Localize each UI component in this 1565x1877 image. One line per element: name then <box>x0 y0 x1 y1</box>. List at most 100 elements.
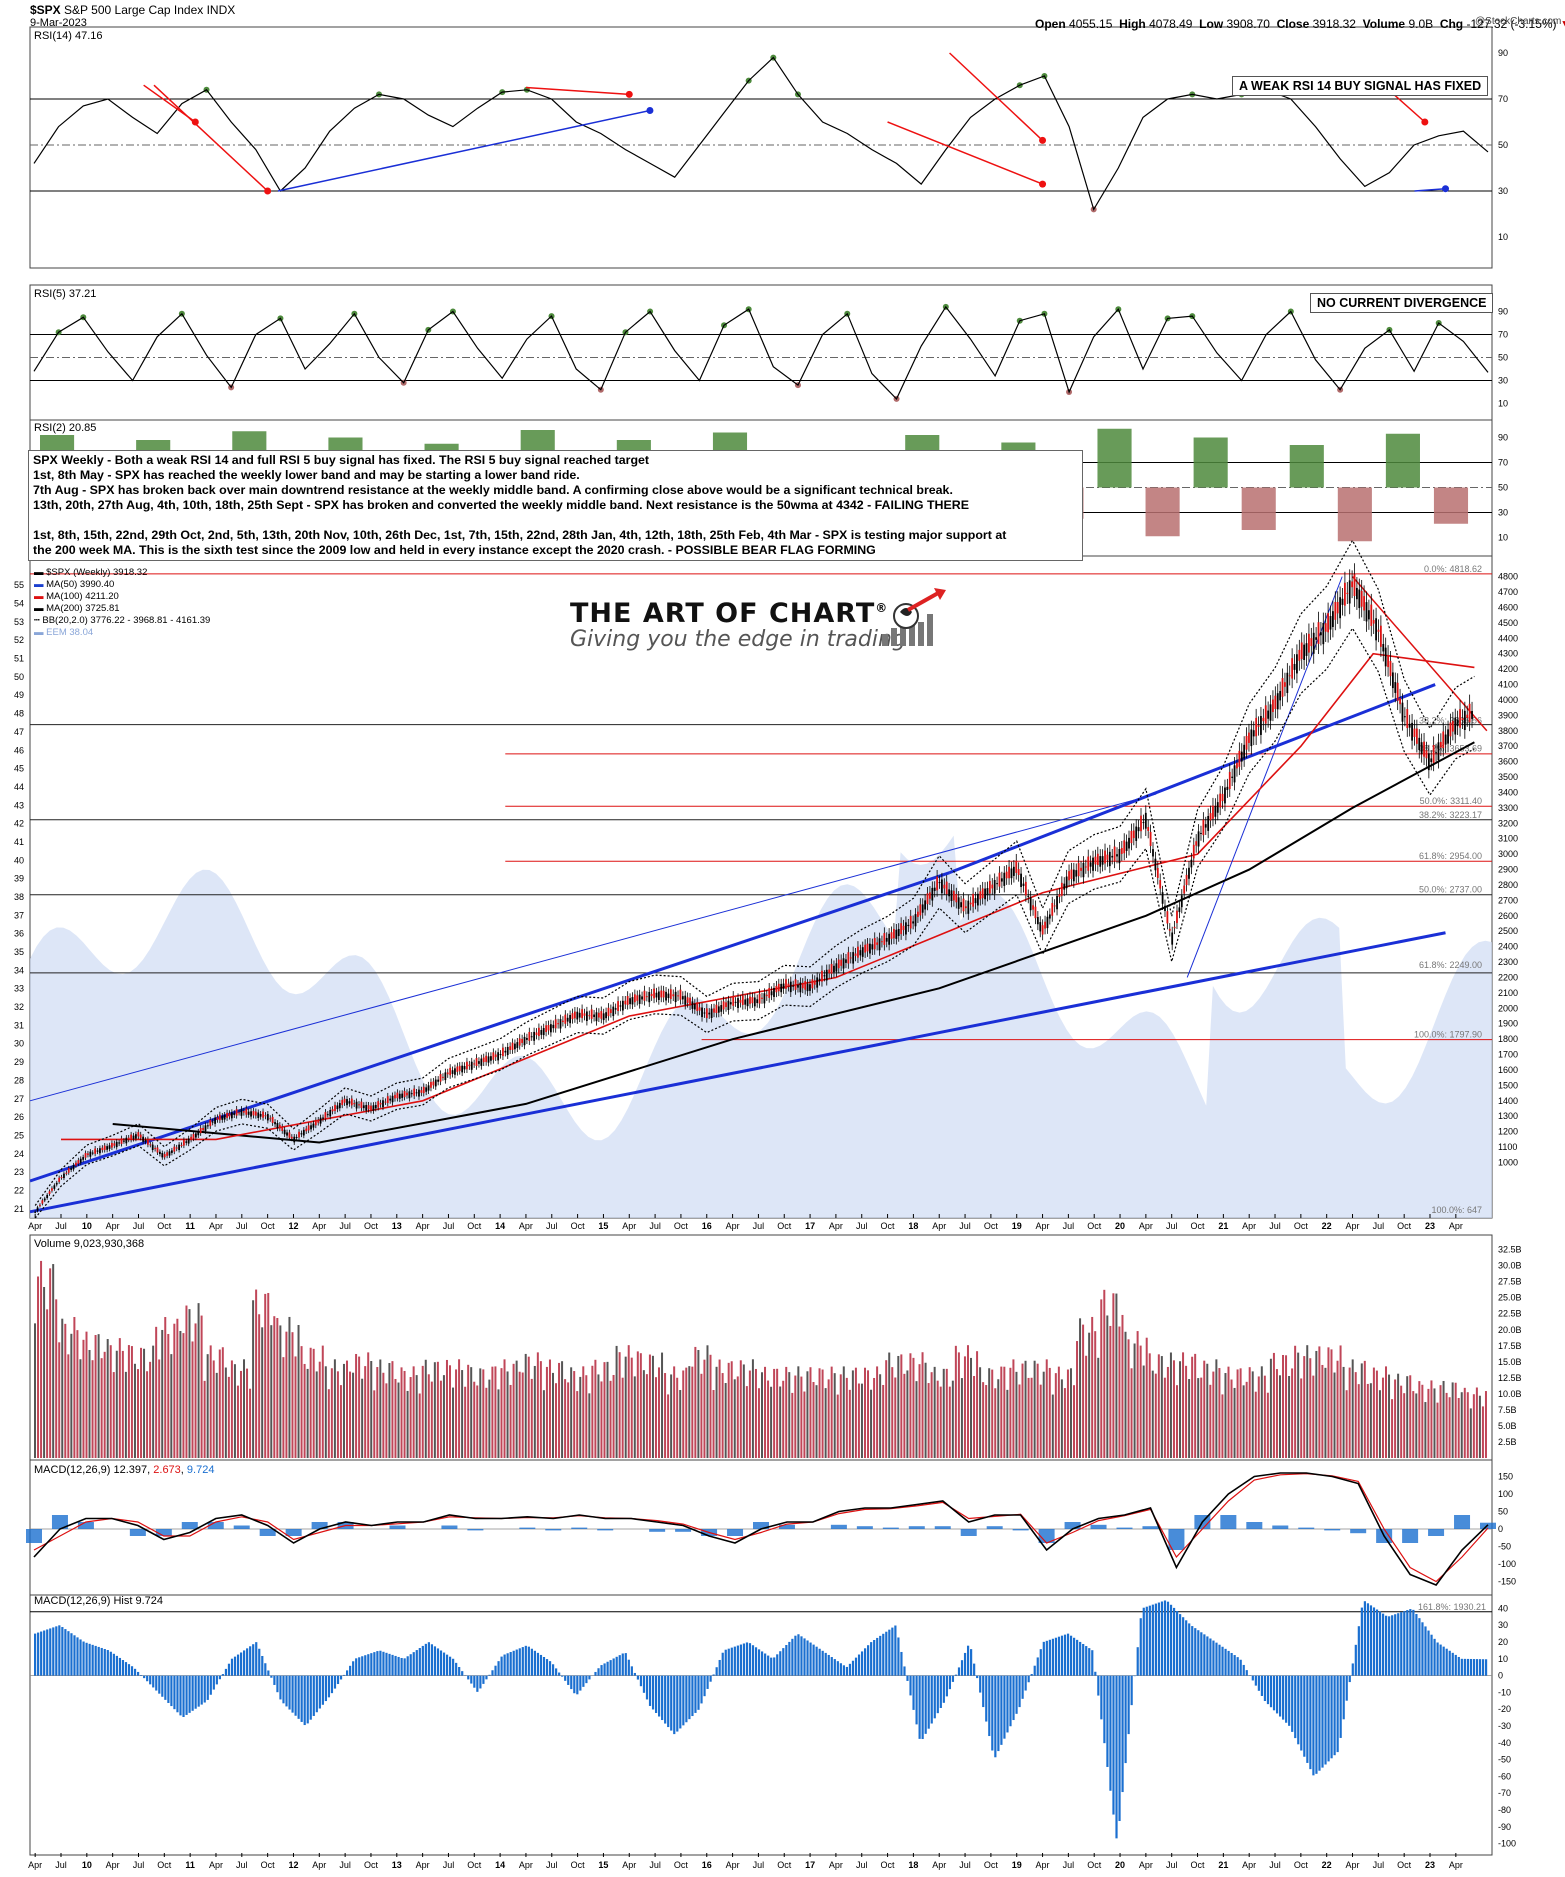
price-candle-body <box>1214 806 1216 817</box>
hist-bar <box>1155 1604 1157 1676</box>
price-candle-body <box>879 938 881 950</box>
price-candle-body <box>1111 856 1113 858</box>
volume-bar <box>343 1364 345 1458</box>
hist-bar <box>1306 1676 1308 1763</box>
volume-bar <box>264 1294 266 1458</box>
volume-bar <box>1112 1293 1114 1458</box>
art-of-chart-logo: THE ART OF CHART® Giving you the edge in… <box>570 598 906 652</box>
volume-bar <box>1418 1381 1420 1458</box>
hist-bar <box>1297 1676 1299 1745</box>
price-tick-label: 4600 <box>1498 602 1518 612</box>
volume-bar <box>855 1368 857 1458</box>
hist-bar <box>564 1676 566 1681</box>
price-candle-body <box>1296 654 1298 673</box>
volume-bar <box>543 1390 545 1458</box>
hist-bar <box>1433 1639 1435 1676</box>
bottom-x-tick-label: Oct <box>1294 1860 1309 1870</box>
price-candle-body <box>1370 605 1372 626</box>
eem-tick-label: 29 <box>14 1057 24 1067</box>
macd-hist-label: MACD(12,26,9) Hist 9.724 <box>34 1595 163 1607</box>
macd-hist-bar <box>909 1526 925 1529</box>
hist-bar <box>588 1676 590 1680</box>
hist-bar <box>128 1664 130 1675</box>
price-candle-body <box>315 1120 317 1125</box>
price-candle-body <box>1303 645 1305 660</box>
hist-bar <box>355 1658 357 1675</box>
fib-label: 61.8%: 2954.00 <box>1419 851 1482 861</box>
volume-bar <box>446 1360 448 1458</box>
hist-bar <box>213 1676 215 1690</box>
hist-bar <box>58 1625 60 1675</box>
price-candle-body <box>375 1105 377 1108</box>
rsi-divergence-line <box>278 111 650 192</box>
volume-bar <box>1161 1356 1163 1458</box>
price-x-tick-label: 12 <box>288 1221 298 1231</box>
bottom-x-tick-label: 22 <box>1322 1860 1332 1870</box>
hist-bar <box>1049 1640 1051 1676</box>
volume-bar <box>1258 1376 1260 1458</box>
hist-bar <box>1152 1605 1154 1676</box>
price-candle-body <box>1346 593 1348 594</box>
volume-bar <box>1191 1357 1193 1458</box>
fib-label: 61.8%: 2249.00 <box>1419 960 1482 970</box>
price-candle-body <box>65 1173 67 1174</box>
volume-bar <box>722 1373 724 1458</box>
volume-bar <box>1270 1359 1272 1458</box>
volume-bar <box>706 1345 708 1458</box>
hist-bar <box>1482 1659 1484 1675</box>
price-x-tick-label: 23 <box>1425 1221 1435 1231</box>
price-candle-body <box>1440 742 1442 748</box>
price-candle-body <box>845 959 847 962</box>
volume-bar <box>861 1384 863 1458</box>
price-candle-body <box>159 1152 161 1154</box>
price-x-tick-label: Apr <box>829 1221 843 1231</box>
volume-bar <box>497 1389 499 1458</box>
price-candle-body <box>598 1013 600 1018</box>
volume-bar <box>1100 1299 1102 1458</box>
hist-bar <box>288 1676 290 1710</box>
hist-bar <box>473 1676 475 1688</box>
close-value: 3918.32 <box>1313 17 1356 31</box>
hist-bar <box>55 1626 57 1675</box>
macd-value: 12.397 <box>113 1464 147 1476</box>
hist-bar <box>1137 1647 1139 1675</box>
volume-bar <box>1464 1388 1466 1458</box>
hist-bar <box>861 1651 863 1675</box>
bottom-x-tick-label: Apr <box>1449 1860 1463 1870</box>
hist-bar <box>425 1644 427 1676</box>
price-candle-body <box>514 1044 516 1050</box>
volume-bar <box>1185 1366 1187 1458</box>
eem-tick-label: 37 <box>14 910 24 920</box>
hist-bar <box>422 1646 424 1676</box>
price-candle-body <box>864 945 866 953</box>
volume-bar <box>1409 1375 1411 1458</box>
hist-bar <box>1309 1676 1311 1770</box>
price-tick-label: 2000 <box>1498 1003 1518 1013</box>
volume-bar <box>79 1359 81 1458</box>
volume-bar <box>773 1369 775 1458</box>
price-candle-body <box>1246 736 1248 750</box>
volume-bar <box>104 1352 106 1458</box>
price-x-tick-label: 22 <box>1322 1221 1332 1231</box>
eem-tick-label: 50 <box>14 672 24 682</box>
hist-bar <box>1134 1676 1136 1677</box>
hist-bar <box>449 1657 451 1676</box>
hist-bar <box>258 1649 260 1676</box>
price-candle-body <box>1145 813 1147 829</box>
price-candle-body <box>70 1168 72 1170</box>
price-candle-body <box>104 1146 106 1150</box>
hist-bar <box>607 1662 609 1676</box>
volume-bar <box>967 1345 969 1458</box>
hist-bar <box>825 1653 827 1676</box>
price-tick-label: 3400 <box>1498 787 1518 797</box>
hist-bar <box>507 1653 509 1675</box>
price-candle-body <box>243 1111 245 1113</box>
bottom-x-tick-label: Apr <box>106 1860 120 1870</box>
price-candle-body <box>1459 709 1461 728</box>
macd-hist-bar <box>883 1528 899 1529</box>
price-candle-body <box>1457 720 1459 727</box>
hist-bar <box>1421 1622 1423 1675</box>
volume-bar <box>988 1368 990 1458</box>
price-candle-body <box>939 882 941 883</box>
volume-bar <box>340 1385 342 1458</box>
